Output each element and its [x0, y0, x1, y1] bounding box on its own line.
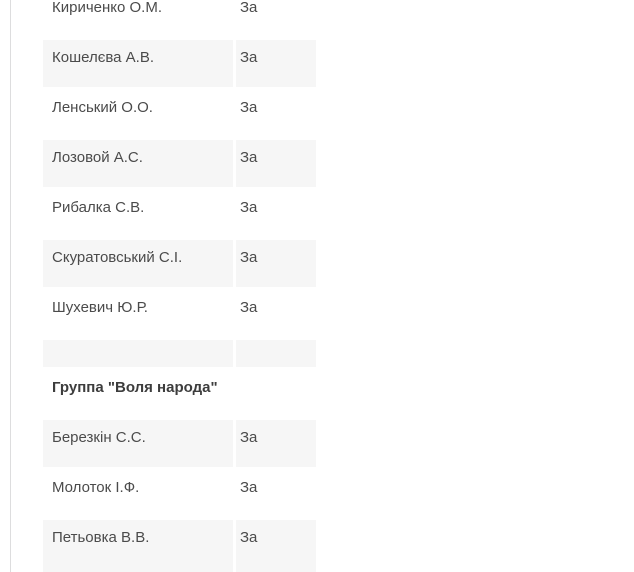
vote-value-cell	[236, 340, 316, 367]
vote-value-cell: За	[236, 240, 316, 287]
vote-value-cell: За	[240, 99, 258, 116]
vote-value-cell: За	[236, 140, 316, 187]
deputy-name-cell: Березкін С.С.	[43, 420, 233, 467]
table-row: Скуратовський С.І. За	[43, 240, 316, 287]
vote-value-cell: За	[236, 420, 316, 467]
deputy-name-cell: Рибалка С.В.	[52, 199, 145, 216]
table-row: Кошелєва А.В. За	[43, 40, 316, 87]
vote-value-cell: За	[236, 520, 316, 572]
table-row: Березкін С.С. За	[43, 420, 316, 467]
deputy-name-cell: Лозовой А.С.	[43, 140, 233, 187]
deputy-name-cell: Шухевич Ю.Р.	[52, 299, 148, 316]
content-left-border	[10, 0, 11, 572]
voting-results-table: Кириченко О.М. За Кошелєва А.В. За Ленський …	[43, 0, 316, 572]
deputy-name-cell: Кириченко О.М.	[52, 0, 163, 16]
table-row: Шухевич Ю.Р. За	[43, 290, 316, 337]
deputy-name-cell: Молоток І.Ф.	[52, 479, 140, 496]
vote-value-cell: За	[240, 299, 258, 316]
deputy-name-cell: Кошелєва А.В.	[43, 40, 233, 87]
deputy-name-cell: Ленський О.О.	[52, 99, 153, 116]
vote-value-cell: За	[240, 479, 258, 496]
spacer-row	[43, 340, 316, 367]
table-row: Ленський О.О. За	[43, 90, 316, 137]
vote-value-cell: За	[240, 0, 258, 16]
table-row: Кириченко О.М. За	[43, 0, 316, 37]
table-row: Молоток І.Ф. За	[43, 470, 316, 517]
vote-value-cell: За	[236, 40, 316, 87]
table-row: Петьовка В.В. За	[43, 520, 316, 572]
group-header-row: Группа "Воля народа"	[43, 370, 316, 417]
deputy-name-cell	[43, 340, 233, 367]
vote-value-cell: За	[240, 199, 258, 216]
deputy-name-cell: Скуратовський С.І.	[43, 240, 233, 287]
group-name-label: Группа "Воля народа"	[52, 379, 218, 396]
deputy-name-cell: Петьовка В.В.	[43, 520, 233, 572]
table-row: Рибалка С.В. За	[43, 190, 316, 237]
table-row: Лозовой А.С. За	[43, 140, 316, 187]
